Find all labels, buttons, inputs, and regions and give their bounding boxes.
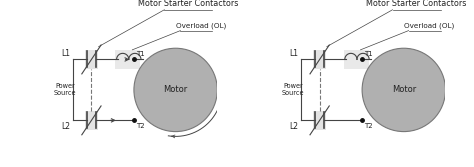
Text: Overload (OL): Overload (OL) — [176, 23, 227, 29]
FancyBboxPatch shape — [116, 50, 140, 69]
FancyBboxPatch shape — [344, 50, 368, 69]
Text: T2: T2 — [365, 123, 373, 129]
FancyBboxPatch shape — [85, 50, 98, 69]
Text: T1: T1 — [137, 51, 145, 57]
Text: T1: T1 — [365, 51, 373, 57]
Text: L2: L2 — [289, 122, 298, 131]
Text: Power
Source: Power Source — [282, 83, 304, 96]
Text: Motor: Motor — [392, 85, 416, 94]
FancyBboxPatch shape — [85, 111, 98, 130]
Text: L1: L1 — [289, 49, 298, 58]
Text: L2: L2 — [61, 122, 70, 131]
Text: Power
Source: Power Source — [54, 83, 76, 96]
Circle shape — [134, 48, 217, 132]
Text: Motor: Motor — [164, 85, 188, 94]
Text: T2: T2 — [137, 123, 145, 129]
FancyBboxPatch shape — [313, 111, 326, 130]
Circle shape — [362, 48, 446, 132]
Text: L1: L1 — [61, 49, 70, 58]
Text: Motor Starter Contactors: Motor Starter Contactors — [138, 0, 238, 8]
Text: Overload (OL): Overload (OL) — [404, 23, 455, 29]
Text: Motor Starter Contactors: Motor Starter Contactors — [366, 0, 467, 8]
FancyBboxPatch shape — [313, 50, 326, 69]
